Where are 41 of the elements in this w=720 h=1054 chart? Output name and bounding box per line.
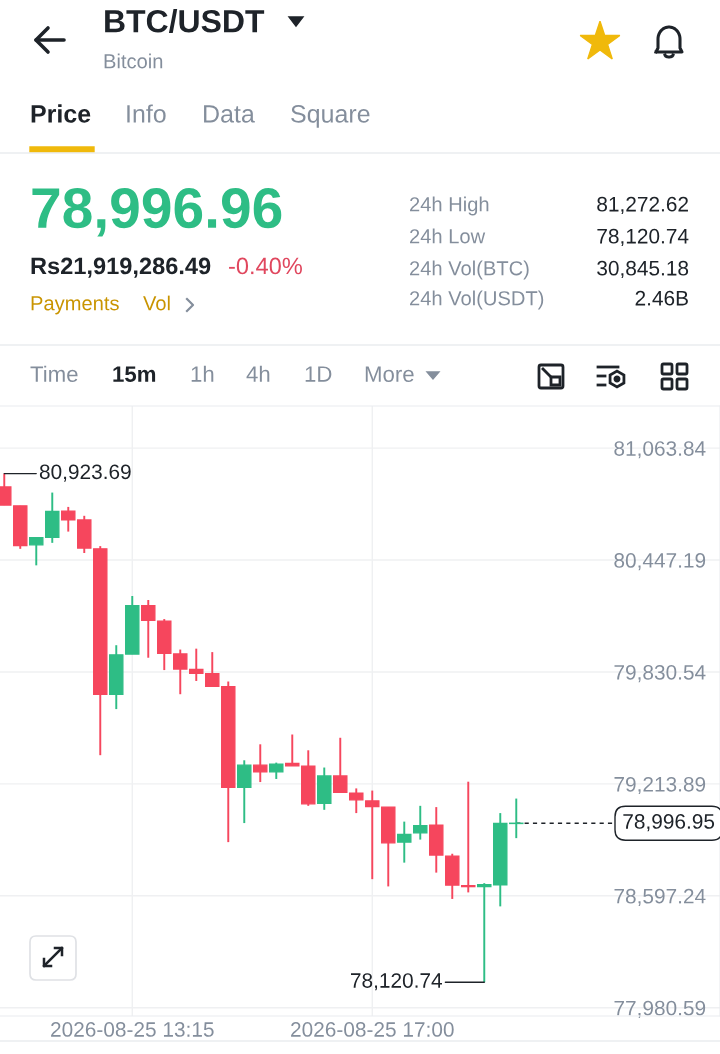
y-tick-label: 80,447.19 xyxy=(614,553,706,571)
candlestick xyxy=(397,820,412,864)
text: 1D xyxy=(305,366,332,382)
text: 24h Low xyxy=(410,228,486,244)
y-tick-label: 81,063.84 xyxy=(614,441,706,459)
text: 2.46B xyxy=(635,290,688,306)
candlestick xyxy=(237,759,252,825)
text: 78,996.96 xyxy=(32,187,282,237)
y-tick-label: 77,980.59 xyxy=(614,1000,706,1018)
text: Square xyxy=(291,105,370,128)
text: 24h Vol(USDT) xyxy=(410,290,544,310)
y-tick-label: 79,830.54 xyxy=(614,664,706,683)
chart-subtitle: Bitcoin xyxy=(104,53,163,69)
text: Price xyxy=(31,104,91,123)
text: Data xyxy=(204,105,255,123)
x-tick-label: 2026-08-25 13:15 xyxy=(51,1022,214,1037)
text: 24h Vol(BTC) xyxy=(410,260,529,280)
candlestick xyxy=(333,736,348,794)
text: 81,272.62 xyxy=(597,196,688,215)
x-tick-label: 2026-08-25 17:00 xyxy=(291,1022,454,1037)
text: Info xyxy=(127,104,166,123)
text: 78,120.74 xyxy=(597,228,689,247)
text: Time xyxy=(30,365,78,382)
chart-title: BTC/USDT xyxy=(105,9,265,33)
text: 24h High xyxy=(410,196,489,216)
text: Vol xyxy=(143,295,170,311)
candlestick xyxy=(253,743,268,784)
annotation: 78,120.74 xyxy=(351,973,442,991)
candlestick xyxy=(413,804,428,841)
text: 1h xyxy=(191,365,214,382)
text: 30,845.18 xyxy=(597,260,689,279)
y-tick-label: 78,597.24 xyxy=(614,888,706,907)
text: -0.40% xyxy=(229,257,302,275)
text: 4h xyxy=(246,365,270,382)
text: 15m xyxy=(113,366,156,382)
text: Payments xyxy=(31,296,119,315)
annotation: 80,923.69 xyxy=(39,464,131,482)
ref-line-label: 78,996.95 xyxy=(623,814,715,832)
text: More xyxy=(365,366,414,382)
text: Rs21,919,286.49 xyxy=(31,257,211,278)
y-tick-label: 79,213.89 xyxy=(614,776,706,795)
